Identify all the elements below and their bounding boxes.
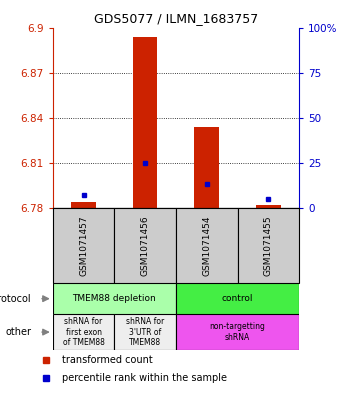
- Bar: [53, 314, 114, 350]
- Bar: [71, 202, 96, 208]
- Bar: [238, 208, 299, 283]
- Bar: [176, 283, 299, 314]
- Text: percentile rank within the sample: percentile rank within the sample: [62, 373, 227, 383]
- Text: GSM1071454: GSM1071454: [202, 215, 211, 276]
- Text: TMEM88 depletion: TMEM88 depletion: [72, 294, 156, 303]
- Bar: [256, 205, 281, 208]
- Bar: [176, 208, 238, 283]
- Text: protocol: protocol: [0, 294, 31, 304]
- Text: shRNA for
3'UTR of
TMEM88: shRNA for 3'UTR of TMEM88: [126, 317, 164, 347]
- Text: control: control: [222, 294, 253, 303]
- Text: GSM1071457: GSM1071457: [79, 215, 88, 276]
- Bar: [114, 314, 176, 350]
- Bar: [114, 208, 176, 283]
- Text: GSM1071455: GSM1071455: [264, 215, 273, 276]
- Bar: [53, 208, 114, 283]
- Bar: [133, 37, 157, 208]
- Title: GDS5077 / ILMN_1683757: GDS5077 / ILMN_1683757: [94, 12, 258, 25]
- Bar: [194, 127, 219, 208]
- Text: GSM1071456: GSM1071456: [141, 215, 150, 276]
- Text: other: other: [5, 327, 31, 337]
- Text: shRNA for
first exon
of TMEM88: shRNA for first exon of TMEM88: [63, 317, 104, 347]
- Text: non-targetting
shRNA: non-targetting shRNA: [210, 322, 266, 342]
- Bar: [53, 283, 176, 314]
- Bar: [176, 314, 299, 350]
- Text: transformed count: transformed count: [62, 354, 153, 365]
